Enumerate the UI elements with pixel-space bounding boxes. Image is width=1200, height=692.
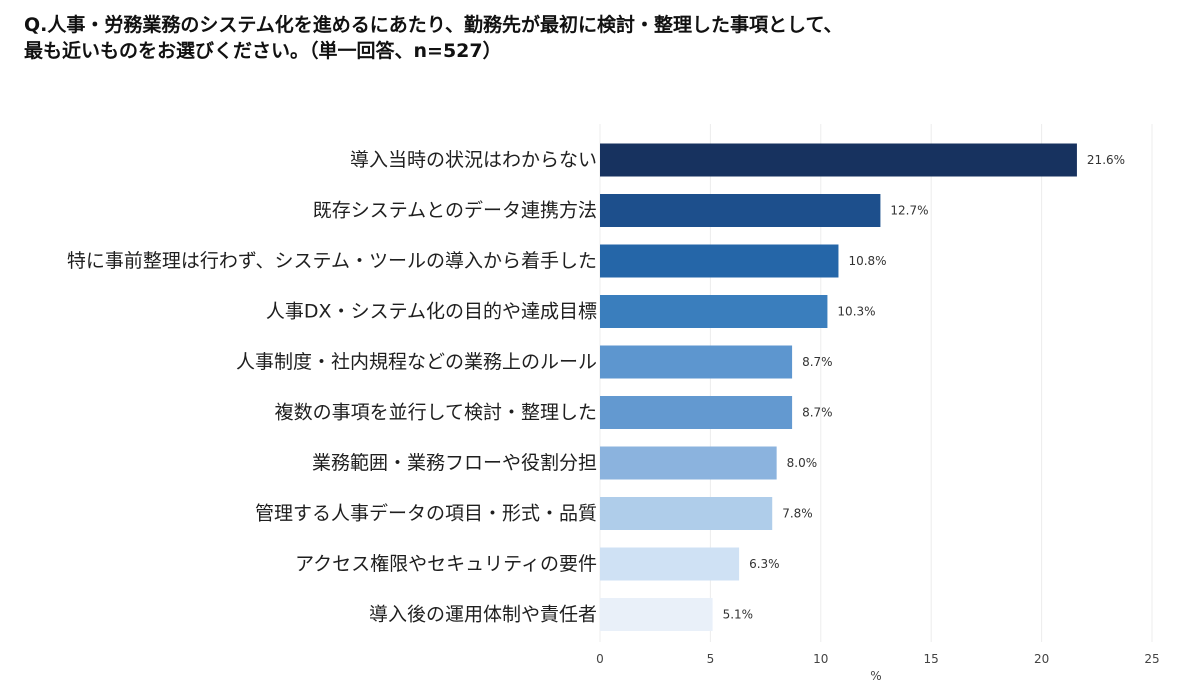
x-tick-label: 15	[924, 652, 939, 666]
question-title: Q.人事・労務業務のシステム化を進めるにあたり、勤務先が最初に検討・整理した事項…	[24, 12, 1174, 64]
bars	[600, 143, 1077, 631]
category-label: 管理する人事データの項目・形式・品質	[255, 503, 597, 525]
value-label: 5.1%	[723, 608, 754, 622]
value-label: 8.7%	[802, 355, 833, 369]
category-label: 複数の事項を並行して検討・整理した	[275, 402, 597, 424]
value-labels: 21.6% 12.7% 10.8% 10.3% 8.7% 8.7% 8.0% 7.8% 6.3%…	[723, 153, 1125, 622]
x-tick-label: 0	[596, 652, 604, 666]
category-label: 導入後の運用体制や責任者	[369, 604, 597, 626]
value-label: 10.8%	[848, 254, 886, 268]
category-label: 既存システムとのデータ連携方法	[313, 200, 597, 222]
category-label: アクセス権限やセキュリティの要件	[295, 553, 597, 575]
question-line-2: 最も近いものをお選びください。（単一回答、n=527）	[24, 40, 502, 62]
category-label: 人事制度・社内規程などの業務上のルール	[236, 351, 597, 373]
x-axis-title: %	[870, 669, 881, 683]
value-label: 8.0%	[787, 456, 818, 470]
value-label: 7.8%	[782, 507, 813, 521]
bar	[600, 598, 713, 631]
bar	[600, 345, 793, 379]
bar	[600, 244, 839, 278]
value-label: 12.7%	[890, 204, 928, 218]
bar	[600, 194, 881, 227]
category-label: 導入当時の状況はわからない	[350, 149, 597, 171]
value-label: 6.3%	[749, 557, 780, 571]
bar	[600, 396, 793, 429]
value-label: 8.7%	[802, 406, 833, 420]
x-tick-label: 20	[1034, 652, 1049, 666]
category-labels: 導入当時の状況はわからない既存システムとのデータ連携方法特に事前整理は行わず、シ…	[67, 149, 597, 626]
x-tick-label: 10	[813, 652, 828, 666]
bar	[600, 446, 777, 480]
bar	[600, 143, 1077, 177]
value-label: 21.6%	[1087, 153, 1125, 167]
x-tick-label: 5	[707, 652, 715, 666]
x-axis-ticks: 0 5 10 15 20 25	[596, 652, 1159, 666]
category-label: 人事DX・システム化の目的や達成目標	[266, 301, 597, 323]
x-tick-label: 25	[1144, 652, 1159, 666]
bar	[600, 497, 773, 530]
question-line-1: Q.人事・労務業務のシステム化を進めるにあたり、勤務先が最初に検討・整理した事項…	[24, 14, 843, 36]
category-label: 業務範囲・業務フローや役割分担	[312, 452, 597, 474]
value-label: 10.3%	[837, 305, 875, 319]
bar	[600, 295, 828, 328]
category-label: 特に事前整理は行わず、システム・ツールの導入から着手した	[67, 250, 597, 272]
bar	[600, 547, 740, 581]
